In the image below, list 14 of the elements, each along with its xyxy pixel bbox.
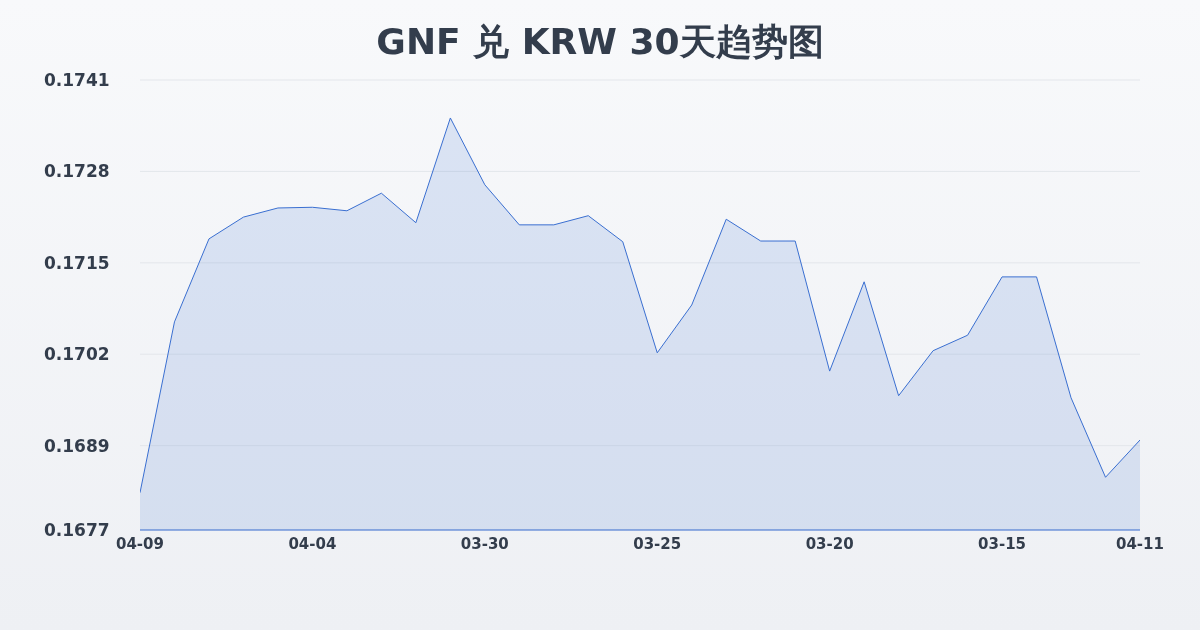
- x-tick-label: 04-11: [1116, 534, 1164, 553]
- y-tick-label: 0.1728: [44, 161, 110, 182]
- x-tick-label: 04-04: [288, 534, 337, 553]
- y-tick-label: 0.1715: [44, 252, 110, 273]
- x-tick-label: 03-25: [633, 534, 682, 553]
- y-tick-label: 0.1689: [44, 435, 110, 456]
- y-tick-label: 0.1702: [44, 344, 110, 365]
- x-tick-label: 03-30: [460, 534, 509, 553]
- chart-title: GNF 兑 KRW 30天趋势图: [375, 20, 825, 64]
- x-tick-label: 04-09: [116, 534, 164, 553]
- y-tick-label: 0.1741: [44, 70, 110, 91]
- x-tick-label: 03-20: [805, 534, 854, 553]
- y-tick-label: 0.1677: [44, 520, 110, 541]
- x-tick-label: 03-15: [978, 534, 1027, 553]
